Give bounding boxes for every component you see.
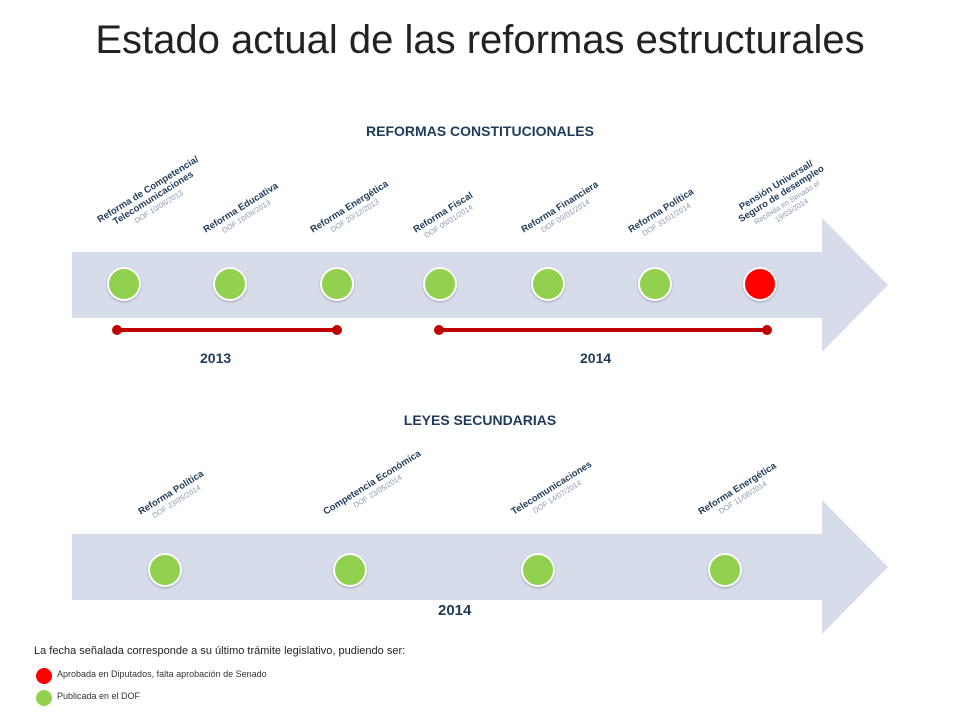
year-label-2013: 2013 bbox=[200, 350, 232, 366]
footnote: La fecha señalada corresponde a su últim… bbox=[34, 645, 406, 657]
constitutional-reform-dot-2 bbox=[213, 267, 247, 301]
year-2014-bracket bbox=[434, 325, 772, 335]
secondary-heading: LEYES SECUNDARIAS bbox=[403, 412, 557, 428]
constitutional-arrow bbox=[72, 218, 888, 352]
constitutional-reform-dot-1 bbox=[107, 267, 141, 301]
legend-approved-label: Aprobada en Diputados, falta aprobación … bbox=[57, 669, 267, 679]
page-title: Estado actual de las reformas estructura… bbox=[95, 18, 865, 62]
constitutional-reform-dot-3 bbox=[320, 267, 354, 301]
constitutional-reform-dot-5 bbox=[531, 267, 565, 301]
constitutional-reform-dot-4 bbox=[423, 267, 457, 301]
constitutional-reform-dot-7 bbox=[743, 267, 777, 301]
constitutional-heading: REFORMAS CONSTITUCIONALES bbox=[366, 123, 594, 139]
secondary-law-dot-4 bbox=[708, 553, 742, 587]
secondary-law-dot-1 bbox=[148, 553, 182, 587]
legend-approved-dot bbox=[36, 668, 52, 684]
year-label-2014: 2014 bbox=[580, 350, 612, 366]
secondary-law-dot-3 bbox=[521, 553, 555, 587]
secondary-year-label: 2014 bbox=[438, 602, 472, 619]
constitutional-reform-dot-6 bbox=[638, 267, 672, 301]
secondary-arrow bbox=[72, 500, 888, 634]
secondary-law-dot-2 bbox=[333, 553, 367, 587]
legend-published-dot bbox=[36, 690, 52, 706]
legend-published-label: Publicada en el DOF bbox=[57, 691, 141, 701]
year-2013-bracket bbox=[112, 325, 342, 335]
